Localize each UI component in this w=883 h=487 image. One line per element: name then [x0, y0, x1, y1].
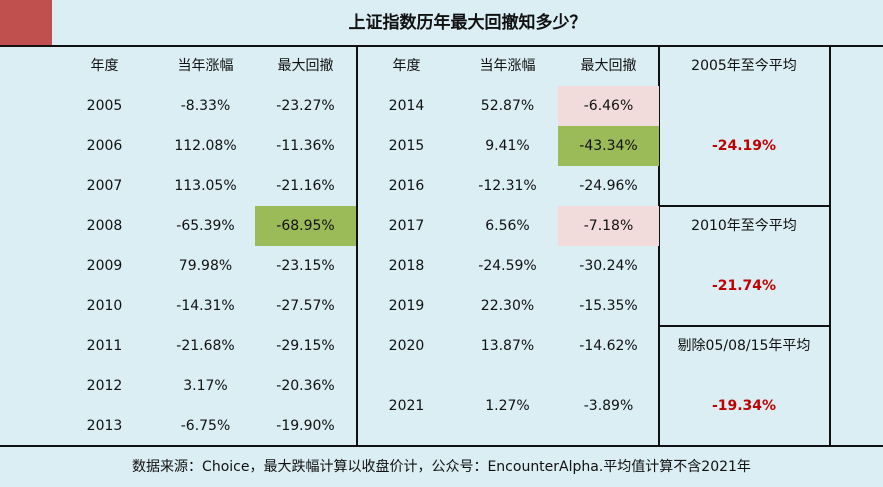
avg-value-excl: -19.34%	[711, 398, 777, 414]
divider	[0, 45, 883, 47]
avg-label-2005: 2005年至今平均	[691, 58, 797, 74]
avg-value-2010: -21.74%	[711, 278, 777, 294]
column-header: 最大回撤	[580, 58, 637, 74]
avg-value-2005: -24.19%	[711, 138, 777, 154]
table-cell: -29.15%	[276, 338, 335, 354]
table-cell: -11.36%	[276, 138, 335, 154]
avg-label-excl: 剔除05/08/15年平均	[677, 338, 811, 354]
table-cell: 2006	[86, 138, 123, 154]
table-cell: 2019	[388, 298, 425, 314]
divider	[659, 325, 830, 327]
table-cell: -3.89%	[583, 398, 634, 414]
divider	[0, 445, 883, 447]
column-header: 当年涨幅	[177, 58, 234, 74]
table-cell: 2008	[86, 218, 123, 234]
column-header: 当年涨幅	[479, 58, 536, 74]
table-cell: -6.75%	[180, 418, 231, 434]
column-header: 年度	[90, 58, 119, 74]
table-cell: -8.33%	[180, 98, 231, 114]
table-cell: 2012	[86, 378, 123, 394]
table-cell: 2021	[388, 398, 425, 414]
column-header: 年度	[392, 58, 421, 74]
table-cell: -7.18%	[558, 206, 659, 246]
divider	[659, 205, 830, 207]
table-cell: -24.96%	[579, 178, 638, 194]
table-cell: 79.98%	[178, 258, 233, 274]
table-cell: -14.62%	[579, 338, 638, 354]
table-cell: 2017	[388, 218, 425, 234]
table-cell: 2014	[388, 98, 425, 114]
table-cell: 2016	[388, 178, 425, 194]
table-cell: -23.15%	[276, 258, 335, 274]
table-cell: -21.68%	[176, 338, 235, 354]
table-cell: -21.16%	[276, 178, 335, 194]
table-cell: 9.41%	[485, 138, 530, 154]
table-cell: 1.27%	[485, 398, 530, 414]
table-cell: 2005	[86, 98, 123, 114]
column-header: 最大回撤	[277, 58, 334, 74]
table-cell: 112.08%	[174, 138, 237, 154]
table-cell: 2018	[388, 258, 425, 274]
footer-note: 数据来源：Choice，最大跌幅计算以收盘价计，公众号：EncounterAlp…	[132, 459, 751, 475]
title-accent-block	[0, 0, 52, 46]
table-cell: 113.05%	[174, 178, 237, 194]
table-cell: -30.24%	[579, 258, 638, 274]
divider	[658, 46, 660, 446]
table-cell: 2007	[86, 178, 123, 194]
table-cell: 2011	[86, 338, 123, 354]
table-cell: -65.39%	[176, 218, 235, 234]
table-cell: -68.95%	[255, 206, 356, 246]
table-cell: 6.56%	[485, 218, 530, 234]
table-cell: -43.34%	[558, 126, 659, 166]
divider	[356, 46, 358, 446]
table-cell: 2015	[388, 138, 425, 154]
table-cell: -24.59%	[478, 258, 537, 274]
table-cell: 13.87%	[480, 338, 535, 354]
divider	[829, 46, 831, 446]
table-cell: -15.35%	[579, 298, 638, 314]
table-cell: -27.57%	[276, 298, 335, 314]
table-cell: 52.87%	[480, 98, 535, 114]
page-title: 上证指数历年最大回撤知多少？	[348, 13, 587, 33]
avg-label-2010: 2010年至今平均	[691, 218, 797, 234]
table-cell: -20.36%	[276, 378, 335, 394]
table-cell: 22.30%	[480, 298, 535, 314]
table-cell: -14.31%	[176, 298, 235, 314]
table-cell: 2013	[86, 418, 123, 434]
table-cell: 2010	[86, 298, 123, 314]
table-cell: 2020	[388, 338, 425, 354]
table-cell: 2009	[86, 258, 123, 274]
table-cell: -23.27%	[276, 98, 335, 114]
table-cell: -6.46%	[558, 86, 659, 126]
table-cell: -19.90%	[276, 418, 335, 434]
table-cell: -12.31%	[478, 178, 537, 194]
table-cell: 3.17%	[183, 378, 228, 394]
